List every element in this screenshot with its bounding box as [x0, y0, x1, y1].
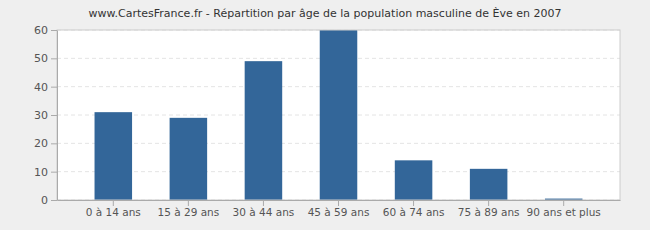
plot-area	[57, 30, 620, 200]
y-tick-label: 60	[34, 24, 48, 37]
plot: 0 10 20 30 40 50 60 0 à 14 ans 15 à 29 ans 30 à 4…	[34, 24, 621, 218]
y-tick-mark	[51, 172, 57, 173]
bar	[470, 169, 508, 200]
y-tick: 60	[34, 24, 57, 37]
x-tick: 75 à 89 ans	[458, 200, 520, 218]
y-tick: 20	[34, 137, 57, 150]
y-tick: 10	[34, 166, 57, 179]
y-tick-label: 30	[34, 109, 48, 122]
x-tick: 30 à 44 ans	[233, 200, 295, 218]
x-tick: 90 ans et plus	[527, 200, 601, 218]
x-tick-label: 45 à 59 ans	[308, 206, 370, 218]
y-tick-mark	[51, 58, 57, 59]
bar	[95, 112, 133, 200]
x-tick: 45 à 59 ans	[308, 200, 370, 218]
y-tick-label: 40	[34, 81, 48, 94]
x-tick-mark	[188, 200, 189, 206]
bar	[395, 160, 433, 200]
x-tick: 60 à 74 ans	[383, 200, 445, 218]
x-tick-mark	[563, 200, 564, 206]
x-tick: 15 à 29 ans	[157, 200, 219, 218]
x-tick-mark	[263, 200, 264, 206]
x-tick-label: 30 à 44 ans	[233, 206, 295, 218]
y-tick: 0	[41, 194, 57, 207]
bar	[170, 118, 208, 200]
y-tick: 40	[34, 81, 57, 94]
y-tick-mark	[51, 30, 57, 31]
x-tick-label: 90 ans et plus	[527, 206, 601, 218]
y-tick-mark	[51, 200, 57, 201]
y-tick: 30	[34, 109, 57, 122]
x-tick: 0 à 14 ans	[86, 200, 141, 218]
x-axis: 0 à 14 ans 15 à 29 ans 30 à 44 ans 45 à 59 …	[58, 200, 621, 218]
x-tick-label: 0 à 14 ans	[86, 206, 141, 218]
x-tick-mark	[488, 200, 489, 206]
y-tick-label: 50	[34, 52, 48, 65]
x-tick-label: 60 à 74 ans	[383, 206, 445, 218]
bars	[95, 30, 583, 200]
x-tick-label: 15 à 29 ans	[157, 206, 219, 218]
y-tick-mark	[51, 87, 57, 88]
x-tick-mark	[113, 200, 114, 206]
y-tick-label: 10	[34, 166, 48, 179]
y-axis: 0 10 20 30 40 50 60	[34, 24, 58, 207]
bar	[245, 61, 283, 200]
chart: www.CartesFrance.fr - Répartition par âg…	[0, 0, 650, 230]
y-tick-label: 20	[34, 137, 48, 150]
title: www.CartesFrance.fr - Répartition par âg…	[89, 7, 562, 20]
x-tick-mark	[338, 200, 339, 206]
y-tick-mark	[51, 143, 57, 144]
background	[0, 0, 650, 230]
y-tick-label: 0	[41, 194, 48, 207]
y-tick-mark	[51, 115, 57, 116]
y-axis-line	[57, 31, 58, 201]
bar	[320, 30, 358, 200]
x-tick-label: 75 à 89 ans	[458, 206, 520, 218]
x-tick-mark	[413, 200, 414, 206]
grid	[57, 30, 620, 200]
plot-frame	[57, 30, 620, 200]
y-tick: 50	[34, 52, 57, 65]
